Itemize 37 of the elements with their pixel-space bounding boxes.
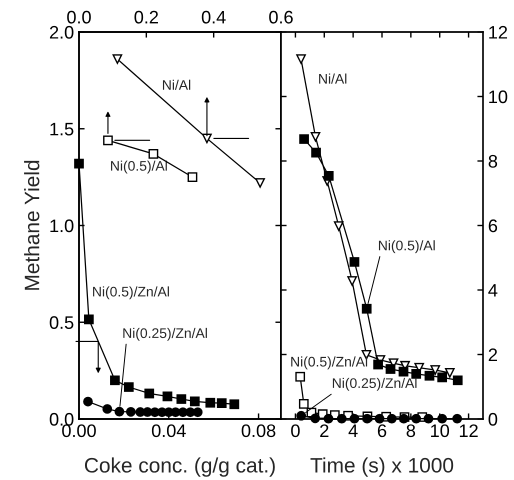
x2-tick-label: 0.0	[67, 10, 91, 24]
annotation: Ni/Al	[162, 80, 190, 90]
y-tick-label: 10	[489, 90, 508, 104]
y-tick-label: 1.5	[50, 122, 74, 136]
y-tick-label: 2	[488, 348, 497, 362]
x-tick-label: 0	[291, 424, 300, 438]
y-axis-title: Methane Yield	[24, 160, 40, 290]
x2-tick-label: 0.4	[202, 10, 226, 24]
x-axis-title: Time (s) x 1000	[310, 457, 454, 477]
y-tick-label: 12	[489, 26, 508, 39]
x-tick-label: 2	[320, 424, 328, 437]
y-tick-label: 6	[488, 219, 498, 232]
y-tick-label: 2.0	[50, 26, 74, 39]
annotation: Ni(0.5)/Zn/Al	[291, 356, 368, 370]
annotation: Ni/Al	[319, 74, 346, 84]
x-axis-title: Coke conc. (g/g cat.)	[84, 457, 275, 477]
annotation: Ni(0.5)/Al	[111, 160, 167, 174]
x-tick-label: 0.00	[62, 424, 96, 438]
annotation: Ni(0.25)/Zn/Al	[332, 378, 416, 391]
annotation: Ni(0.25)/Zn/Al	[123, 328, 207, 341]
x-tick-label: 4	[348, 424, 358, 437]
x2-tick-label: 0.2	[134, 10, 158, 24]
y-tick-label: 0.0	[50, 412, 74, 426]
x-tick-label: 10	[431, 424, 450, 438]
x-tick-label: 6	[378, 424, 386, 438]
annotation: Ni(0.5)/Al	[378, 240, 435, 254]
y-tick-label: 0	[488, 412, 498, 426]
x2-tick-label: 0.6	[269, 10, 293, 24]
annotation: Ni(0.5)/Zn/Al	[93, 286, 169, 300]
y-tick-label: 1.0	[50, 219, 74, 232]
x-tick-label: 0.08	[242, 424, 276, 438]
y-tick-label: 0.5	[50, 316, 74, 329]
x-tick-label: 8	[406, 424, 416, 438]
y-tick-label: 4	[488, 284, 498, 297]
y-tick-label: 8	[488, 154, 498, 168]
x-tick-label: 0.04	[152, 424, 186, 438]
x-tick-label: 12	[460, 424, 478, 437]
